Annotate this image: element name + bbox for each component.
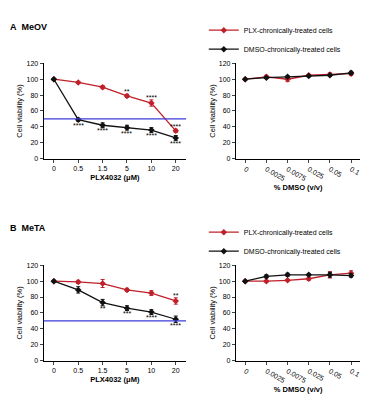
svg-text:20: 20 (30, 139, 38, 146)
svg-text:PLX-chronically-treated cells: PLX-chronically-treated cells (244, 229, 333, 237)
svg-text:0: 0 (227, 357, 231, 364)
svg-text:40: 40 (30, 123, 38, 130)
svg-text:B MeTA: B MeTA (10, 223, 46, 233)
svg-text:PLX4032 (μM): PLX4032 (μM) (90, 375, 140, 384)
svg-text:60: 60 (30, 309, 38, 316)
svg-text:0: 0 (52, 165, 56, 172)
svg-text:120: 120 (27, 60, 39, 67)
svg-text:****: **** (146, 314, 157, 321)
svg-text:120: 120 (219, 262, 231, 269)
svg-text:****: **** (170, 123, 181, 130)
svg-text:****: **** (73, 122, 84, 129)
svg-text:0: 0 (243, 367, 250, 375)
svg-text:0.0075: 0.0075 (285, 165, 307, 182)
svg-text:40: 40 (223, 325, 231, 332)
svg-text:Cell viability (%): Cell viability (%) (208, 286, 217, 340)
svg-text:1.5: 1.5 (98, 367, 108, 374)
svg-text:****: **** (170, 140, 181, 147)
svg-text:20: 20 (172, 367, 180, 374)
svg-text:100: 100 (27, 278, 39, 285)
svg-text:80: 80 (30, 92, 38, 99)
svg-text:0.025: 0.025 (306, 367, 325, 382)
svg-text:20: 20 (30, 341, 38, 348)
svg-text:****: **** (170, 322, 181, 329)
svg-text:80: 80 (223, 293, 231, 300)
svg-text:Cell viability (%): Cell viability (%) (208, 84, 217, 138)
svg-text:PLX4032 (μM): PLX4032 (μM) (90, 173, 140, 182)
svg-text:0.5: 0.5 (73, 367, 83, 374)
svg-text:DMSO-chronically-treated cells: DMSO-chronically-treated cells (244, 46, 341, 54)
svg-text:120: 120 (27, 262, 39, 269)
svg-text:0.05: 0.05 (328, 367, 343, 380)
svg-text:20: 20 (172, 165, 180, 172)
svg-text:****: **** (146, 94, 157, 101)
svg-text:100: 100 (219, 278, 231, 285)
svg-text:A MeOV: A MeOV (10, 22, 47, 32)
svg-text:5: 5 (125, 367, 129, 374)
svg-text:% DMSO (v/v): % DMSO (v/v) (274, 183, 323, 192)
svg-text:****: **** (121, 130, 132, 137)
svg-text:0.05: 0.05 (328, 165, 343, 178)
svg-text:5: 5 (125, 165, 129, 172)
svg-text:20: 20 (223, 341, 231, 348)
svg-text:0: 0 (227, 155, 231, 162)
svg-text:0.0025: 0.0025 (264, 367, 286, 384)
svg-text:100: 100 (219, 76, 231, 83)
svg-text:0.1: 0.1 (349, 367, 361, 378)
svg-text:80: 80 (30, 293, 38, 300)
svg-text:***: *** (123, 310, 131, 317)
svg-text:DMSO-chronically-treated cells: DMSO-chronically-treated cells (244, 248, 341, 256)
svg-text:**: ** (173, 292, 179, 299)
svg-text:60: 60 (223, 309, 231, 316)
svg-text:0.025: 0.025 (306, 165, 325, 180)
svg-text:120: 120 (219, 60, 231, 67)
svg-text:0: 0 (34, 155, 38, 162)
svg-text:0.1: 0.1 (349, 165, 361, 176)
svg-text:Cell viability (%): Cell viability (%) (15, 84, 24, 138)
svg-text:0: 0 (243, 165, 250, 173)
svg-text:Cell viability (%): Cell viability (%) (15, 286, 24, 340)
svg-text:60: 60 (30, 107, 38, 114)
svg-text:80: 80 (223, 92, 231, 99)
svg-text:****: **** (97, 127, 108, 134)
svg-text:100: 100 (27, 76, 39, 83)
svg-text:% DMSO (v/v): % DMSO (v/v) (274, 385, 323, 394)
svg-text:40: 40 (30, 325, 38, 332)
svg-text:10: 10 (147, 165, 155, 172)
svg-text:10: 10 (147, 367, 155, 374)
svg-text:0.0075: 0.0075 (285, 367, 307, 384)
svg-text:0: 0 (34, 357, 38, 364)
svg-text:1.5: 1.5 (98, 165, 108, 172)
svg-text:20: 20 (223, 139, 231, 146)
svg-text:0: 0 (52, 367, 56, 374)
svg-text:0.5: 0.5 (73, 165, 83, 172)
svg-text:**: ** (124, 88, 130, 95)
svg-text:40: 40 (223, 123, 231, 130)
svg-text:**: ** (100, 305, 106, 312)
svg-text:PLX-chronically-treated cells: PLX-chronically-treated cells (244, 27, 333, 35)
svg-text:60: 60 (223, 107, 231, 114)
svg-text:****: **** (146, 132, 157, 139)
svg-text:0.0025: 0.0025 (264, 165, 286, 182)
